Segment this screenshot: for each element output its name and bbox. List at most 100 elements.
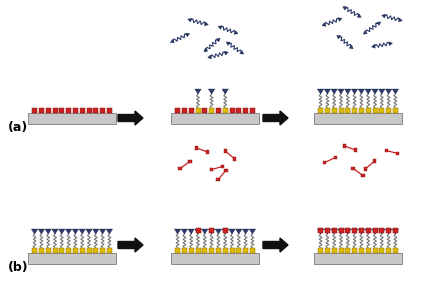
Polygon shape	[240, 51, 244, 54]
Bar	[175, 248, 180, 253]
Bar	[100, 108, 105, 113]
Bar	[28, 253, 116, 264]
Polygon shape	[226, 42, 230, 45]
Bar	[332, 228, 337, 233]
Bar	[233, 157, 236, 160]
Bar	[359, 108, 364, 113]
Bar	[209, 248, 214, 253]
Bar	[332, 108, 337, 113]
Bar	[216, 178, 220, 181]
Polygon shape	[218, 26, 222, 29]
Polygon shape	[349, 45, 353, 49]
Polygon shape	[249, 229, 256, 234]
Polygon shape	[371, 44, 375, 48]
Bar	[352, 228, 357, 233]
Polygon shape	[195, 89, 201, 94]
Bar	[379, 108, 384, 113]
Polygon shape	[224, 51, 228, 55]
Bar	[223, 228, 228, 233]
Polygon shape	[345, 89, 351, 94]
Polygon shape	[215, 229, 222, 234]
Bar	[230, 248, 235, 253]
Polygon shape	[188, 229, 194, 234]
Polygon shape	[322, 23, 326, 26]
Bar	[373, 160, 376, 163]
Bar	[195, 228, 201, 233]
Bar	[195, 146, 198, 150]
Bar	[243, 248, 248, 253]
Bar	[195, 248, 201, 253]
Polygon shape	[317, 229, 324, 234]
Polygon shape	[372, 89, 378, 94]
Bar	[221, 165, 224, 168]
Polygon shape	[337, 35, 341, 39]
Polygon shape	[385, 229, 392, 234]
Polygon shape	[389, 42, 392, 46]
Bar	[46, 248, 51, 253]
Polygon shape	[208, 55, 212, 59]
Polygon shape	[209, 89, 215, 94]
Polygon shape	[45, 229, 51, 234]
Polygon shape	[338, 229, 344, 234]
Polygon shape	[345, 229, 351, 234]
Polygon shape	[352, 229, 358, 234]
Bar	[393, 108, 398, 113]
Bar	[223, 248, 228, 253]
Polygon shape	[229, 229, 235, 234]
Polygon shape	[338, 89, 344, 94]
Bar	[93, 248, 98, 253]
Bar	[224, 149, 227, 153]
Polygon shape	[324, 89, 330, 94]
Bar	[28, 113, 116, 124]
Bar	[195, 108, 201, 113]
Bar	[385, 149, 388, 152]
Bar	[39, 108, 44, 113]
Bar	[318, 248, 323, 253]
Bar	[373, 248, 378, 253]
Polygon shape	[31, 229, 38, 234]
Polygon shape	[86, 229, 92, 234]
Polygon shape	[372, 229, 378, 234]
Bar	[107, 248, 112, 253]
Polygon shape	[59, 229, 65, 234]
Bar	[59, 248, 64, 253]
Bar	[325, 228, 330, 233]
Bar	[73, 248, 78, 253]
Text: (a): (a)	[8, 121, 28, 134]
Polygon shape	[382, 14, 385, 18]
Polygon shape	[365, 229, 371, 234]
Bar	[393, 248, 398, 253]
Bar	[338, 108, 344, 113]
Polygon shape	[181, 229, 187, 234]
Bar	[230, 108, 235, 113]
Polygon shape	[174, 229, 181, 234]
Bar	[216, 248, 221, 253]
Polygon shape	[331, 89, 337, 94]
Polygon shape	[186, 33, 190, 37]
Polygon shape	[385, 89, 392, 94]
Polygon shape	[242, 229, 249, 234]
Bar	[209, 168, 213, 171]
Bar	[66, 108, 71, 113]
Bar	[361, 174, 365, 177]
Bar	[338, 248, 344, 253]
Polygon shape	[352, 89, 358, 94]
Bar	[396, 152, 400, 155]
Polygon shape	[363, 31, 367, 34]
FancyArrow shape	[263, 238, 288, 252]
Bar	[80, 108, 85, 113]
FancyArrow shape	[263, 111, 288, 125]
Polygon shape	[392, 229, 399, 234]
Polygon shape	[222, 89, 228, 94]
Bar	[379, 228, 384, 233]
Polygon shape	[106, 229, 113, 234]
Bar	[206, 150, 209, 154]
Bar	[373, 108, 378, 113]
Bar	[352, 167, 355, 170]
Bar	[352, 248, 357, 253]
Bar	[224, 169, 227, 172]
Bar	[107, 108, 112, 113]
Bar	[66, 248, 71, 253]
Bar	[338, 228, 344, 233]
Polygon shape	[188, 18, 191, 22]
